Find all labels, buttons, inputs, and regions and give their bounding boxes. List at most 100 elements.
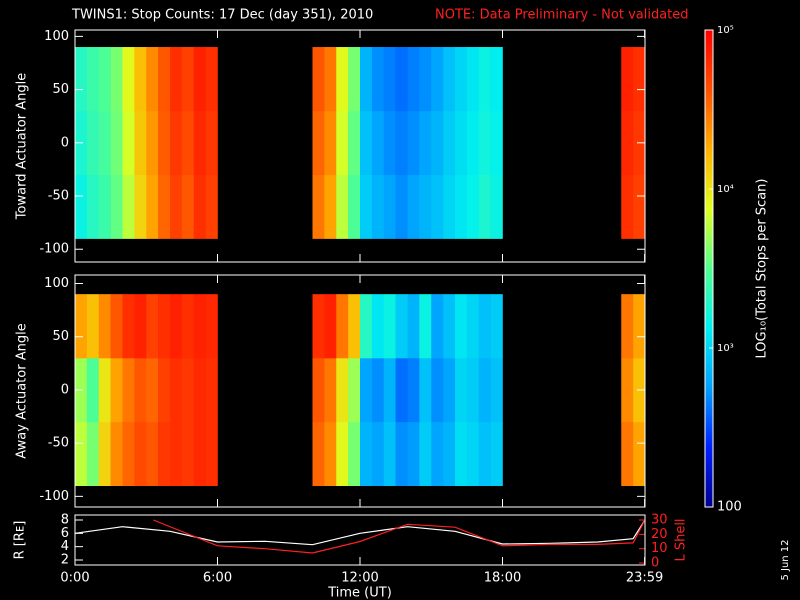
- heat-cell: [110, 421, 123, 487]
- heat-cell: [621, 47, 634, 112]
- heat-cell: [312, 47, 325, 112]
- heat-cell: [466, 174, 480, 239]
- line-series: [153, 519, 645, 554]
- heat-cell: [134, 110, 147, 176]
- heat-cell: [336, 358, 349, 423]
- heat-cell: [407, 47, 420, 112]
- heat-cell: [419, 294, 432, 359]
- heat-cell: [443, 294, 456, 359]
- heat-cell: [383, 110, 396, 176]
- y-tick-label: -50: [48, 436, 69, 451]
- heat-cell: [98, 294, 111, 359]
- y-axis-label: Away Actuator Angle: [15, 323, 30, 458]
- heat-cell: [383, 358, 396, 423]
- y-tick-label: -100: [39, 242, 69, 257]
- heat-cell: [633, 47, 646, 112]
- heat-cell: [205, 421, 218, 487]
- heat-cell: [633, 294, 646, 359]
- heat-cell: [633, 421, 646, 487]
- heat-cell: [134, 421, 147, 487]
- heat-cell: [75, 47, 88, 112]
- heat-cell: [455, 47, 468, 112]
- heat-cell: [621, 358, 634, 423]
- heat-cell: [181, 110, 195, 176]
- heat-cell: [455, 174, 468, 239]
- heat-cell: [371, 421, 385, 487]
- heat-cell: [122, 47, 135, 112]
- heat-cell: [158, 47, 171, 112]
- y-tick-label: 2: [61, 553, 69, 568]
- heat-cell: [395, 358, 408, 423]
- heat-cell: [312, 294, 325, 359]
- y-tick-label: -50: [48, 189, 69, 204]
- heat-cell: [443, 421, 456, 487]
- heat-cell: [134, 294, 147, 359]
- heat-cell: [443, 110, 456, 176]
- heat-cell: [419, 421, 432, 487]
- heat-cell: [158, 358, 171, 423]
- heat-cell: [348, 47, 361, 112]
- heat-cell: [371, 294, 385, 359]
- heat-cell: [478, 47, 491, 112]
- heat-cell: [395, 174, 408, 239]
- heat-cell: [455, 294, 468, 359]
- heat-cell: [407, 110, 420, 176]
- heat-cell: [395, 294, 408, 359]
- heat-cell: [181, 294, 195, 359]
- heat-cell: [181, 174, 195, 239]
- heat-cell: [146, 358, 159, 423]
- heat-cell: [193, 47, 206, 112]
- heat-cell: [86, 47, 100, 112]
- heat-cell: [360, 174, 373, 239]
- heat-cell: [466, 358, 480, 423]
- chart-note: NOTE: Data Preliminary - Not validated: [435, 8, 689, 23]
- heat-cell: [134, 174, 147, 239]
- heat-cell: [490, 110, 503, 176]
- heat-cell: [621, 421, 634, 487]
- heat-cell: [193, 358, 206, 423]
- heat-cell: [383, 174, 396, 239]
- heat-cell: [98, 47, 111, 112]
- heat-cell: [455, 110, 468, 176]
- heat-cell: [395, 47, 408, 112]
- heat-cell: [324, 421, 337, 487]
- heat-cell: [312, 110, 325, 176]
- heat-cell: [193, 110, 206, 176]
- heat-cell: [348, 174, 361, 239]
- heat-cell: [383, 294, 396, 359]
- heat-cell: [110, 110, 123, 176]
- heat-cell: [336, 110, 349, 176]
- y-tick-label: 100: [44, 276, 69, 291]
- heat-cell: [86, 294, 100, 359]
- heat-cell: [170, 110, 183, 176]
- y-tick-label: 0: [61, 382, 69, 397]
- heat-cell: [478, 421, 491, 487]
- heat-cell: [146, 294, 159, 359]
- heat-cell: [478, 358, 491, 423]
- heat-cell: [158, 174, 171, 239]
- heat-cell: [122, 358, 135, 423]
- heat-cell: [336, 47, 349, 112]
- heat-cell: [205, 358, 218, 423]
- y2-tick-label: 20: [651, 527, 668, 542]
- colorbar-tick-label: 10⁴: [717, 184, 734, 195]
- heat-cell: [75, 294, 88, 359]
- heat-cell: [419, 110, 432, 176]
- heat-cell: [371, 358, 385, 423]
- heat-cell: [324, 294, 337, 359]
- heat-cell: [431, 294, 444, 359]
- colorbar-tick-label: 10³: [717, 343, 734, 354]
- heat-cell: [170, 421, 183, 487]
- heat-cell: [360, 421, 373, 487]
- heat-cell: [193, 174, 206, 239]
- heat-cell: [621, 174, 634, 239]
- heat-cell: [371, 174, 385, 239]
- heat-cell: [431, 358, 444, 423]
- x-tick-label: 6:00: [203, 571, 232, 586]
- y2-tick-label: 0: [651, 555, 659, 570]
- heat-cell: [170, 294, 183, 359]
- heat-cell: [478, 174, 491, 239]
- heat-cell: [181, 47, 195, 112]
- date-stamp: 5 Jun 12: [780, 539, 791, 580]
- heat-cell: [170, 358, 183, 423]
